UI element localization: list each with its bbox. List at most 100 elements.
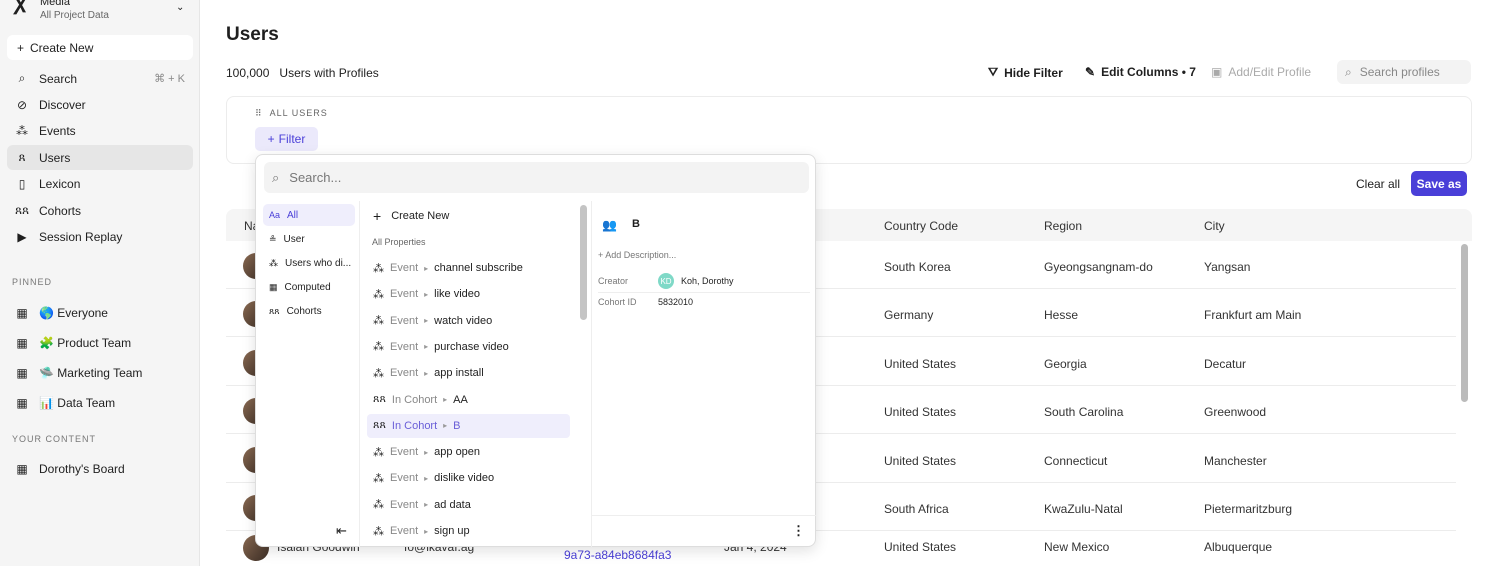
sidebar-item-discover[interactable]: ⊘ Discover xyxy=(7,92,193,117)
table-cell: United States xyxy=(884,453,957,468)
sidebar-item-cohorts[interactable]: ጸጸ Cohorts xyxy=(7,198,193,223)
all-properties-label: All Properties xyxy=(372,237,426,247)
events-icon: ⁂ xyxy=(373,315,384,328)
events-icon: ⁂ xyxy=(373,367,384,380)
page-title: Users xyxy=(226,24,279,45)
sidebar-item-label: Users xyxy=(39,150,71,165)
project-subtitle: All Project Data xyxy=(40,10,109,21)
clear-all-button[interactable]: Clear all xyxy=(1356,177,1401,191)
add-edit-profile-button[interactable]: ▣ Add/Edit Profile xyxy=(1211,65,1312,79)
search-profiles-input[interactable]: ⌕ Search profiles xyxy=(1337,60,1471,84)
column-country-code[interactable]: Country Code xyxy=(884,219,959,233)
column-city[interactable]: City xyxy=(1204,219,1225,233)
events-icon: ⁂ xyxy=(373,341,384,354)
edit-columns-button[interactable]: ✎ Edit Columns • 7 xyxy=(1085,65,1196,79)
category-cohorts[interactable]: ጸጸ Cohorts xyxy=(269,305,322,317)
grid-icon: ▦ xyxy=(16,461,28,476)
table-row[interactable] xyxy=(226,386,1456,435)
table-row[interactable] xyxy=(226,289,1456,338)
board-label: 📊 Data Team xyxy=(39,396,116,411)
category-computed[interactable]: ▦ Computed xyxy=(269,281,331,293)
column-region[interactable]: Region xyxy=(1044,219,1083,233)
property-item[interactable]: ⁂ Event ▸ channel subscribe xyxy=(373,262,523,275)
property-item[interactable]: ጸጸ In Cohort ▸ AA xyxy=(373,393,468,406)
sidebar-item-search[interactable]: ⌕ Search ⌘ + K xyxy=(7,66,193,91)
hide-filter-button[interactable]: ⛛ Hide Filter xyxy=(988,65,1063,80)
users-icon: ጸ xyxy=(18,150,26,165)
cohorts-icon: ጸጸ xyxy=(15,203,30,217)
property-search-input[interactable]: ⌕ Search... xyxy=(264,162,809,193)
chevron-down-icon[interactable]: ⌄ xyxy=(176,2,185,13)
plus-icon: + xyxy=(373,208,382,224)
board-label: Dorothy's Board xyxy=(39,461,125,476)
property-item[interactable]: ⁂ Event ▸ ad data xyxy=(373,498,471,512)
sidebar-item-lexicon[interactable]: ▯ Lexicon xyxy=(7,172,193,197)
grid-icon: ▦ xyxy=(16,305,28,320)
table-cell: South Korea xyxy=(884,260,951,274)
creator-label: Creator xyxy=(598,276,629,286)
cohorts-icon: ጸጸ xyxy=(269,305,280,316)
events-icon: ⁂ xyxy=(373,472,384,485)
sidebar-item-events[interactable]: ⁂ Events xyxy=(7,119,193,144)
compass-icon: ⊘ xyxy=(16,97,28,112)
pinned-board[interactable]: ▦ 🛸 Marketing Team xyxy=(7,361,193,386)
property-item[interactable]: ⁂ Event ▸ watch video xyxy=(373,314,493,328)
events-icon: ⁂ xyxy=(373,446,384,459)
create-new-button[interactable]: + Create New xyxy=(7,35,193,60)
table-cell: Frankfurt am Main xyxy=(1204,308,1302,323)
board-label: 🌎 Everyone xyxy=(39,305,108,320)
plus-icon: + xyxy=(17,40,25,55)
property-item[interactable]: ⁂ Event ▸ app open xyxy=(373,446,481,459)
sidebar-item-label: Cohorts xyxy=(39,203,82,218)
pinned-board[interactable]: ▦ 📊 Data Team xyxy=(7,391,193,416)
collapse-icon[interactable]: ⇤ xyxy=(336,523,347,538)
property-item[interactable]: ⁂ Event ▸ app install xyxy=(373,367,484,380)
table-cell: United States xyxy=(884,356,957,371)
cohort-id-label: Cohort ID xyxy=(598,297,637,307)
property-item[interactable]: ⁂ Event ▸ sign up xyxy=(373,525,470,538)
table-cell: Georgia xyxy=(1044,356,1087,371)
property-item[interactable]: ⁂ Event ▸ like video xyxy=(373,288,481,301)
your-content-header[interactable]: YOUR CONTENT xyxy=(12,434,96,444)
table-cell: Connecticut xyxy=(1044,453,1108,468)
save-as-button[interactable]: Save as xyxy=(1411,171,1467,196)
table-scrollbar[interactable] xyxy=(1461,244,1468,402)
pinned-board[interactable]: ▦ 🌎 Everyone xyxy=(7,300,193,325)
table-row[interactable] xyxy=(226,483,1456,531)
table-cell: Pietermaritzburg xyxy=(1204,502,1293,516)
project-name[interactable]: Media xyxy=(40,0,70,8)
property-item[interactable]: ⁂ Event ▸ dislike video xyxy=(373,472,495,485)
pinned-header[interactable]: PINNED xyxy=(12,277,53,287)
table-cell: Gyeongsangnam-do xyxy=(1044,260,1153,274)
create-new-property[interactable]: + Create New xyxy=(373,208,450,224)
more-options-icon[interactable]: ⋮ xyxy=(792,523,805,538)
category-user[interactable]: ≗ User xyxy=(269,233,305,245)
property-item[interactable]: ጸጸ In Cohort ▸ B xyxy=(367,413,570,438)
creator-name: Koh, Dorothy xyxy=(681,276,734,286)
property-list-scrollbar[interactable] xyxy=(580,205,587,320)
category-users-who-di-[interactable]: ⁂ Users who di... xyxy=(269,257,352,269)
sidebar-item-session-replay[interactable]: ▶ Session Replay xyxy=(7,224,193,249)
play-icon: ▶ xyxy=(17,229,27,244)
table-row[interactable] xyxy=(226,241,1456,289)
filter-button[interactable]: + Filter xyxy=(255,127,318,151)
filter-icon: ⛛ xyxy=(988,65,999,79)
sidebar-item-users[interactable]: ጸ Users xyxy=(7,145,193,171)
grid-icon: ▦ xyxy=(16,335,28,350)
property-item[interactable]: ⁂ Event ▸ purchase video xyxy=(373,340,509,354)
table-cell: Hesse xyxy=(1044,308,1079,323)
pinned-board[interactable]: ▦ 🧩 Product Team xyxy=(7,330,193,355)
events-icon: ⁂ xyxy=(373,262,384,275)
content-board[interactable]: ▦ Dorothy's Board xyxy=(7,456,193,481)
filter-panel xyxy=(226,96,1472,164)
filter-property-popup: ⌕ Search... Aa All ≗ User ⁂ Users who di... ▦ Co… xyxy=(255,154,816,547)
table-cell: Manchester xyxy=(1204,453,1267,468)
table-row[interactable] xyxy=(226,338,1456,386)
cohorts-icon: ጸጸ xyxy=(373,393,386,405)
add-description-link[interactable]: + Add Description... xyxy=(598,250,677,260)
grid-icon: ▦ xyxy=(16,366,28,381)
all-users-label: ⠿ ALL USERS xyxy=(255,108,328,118)
table-cell: Greenwood xyxy=(1204,405,1267,420)
category-all[interactable]: Aa All xyxy=(263,204,355,226)
table-row[interactable] xyxy=(226,435,1456,483)
